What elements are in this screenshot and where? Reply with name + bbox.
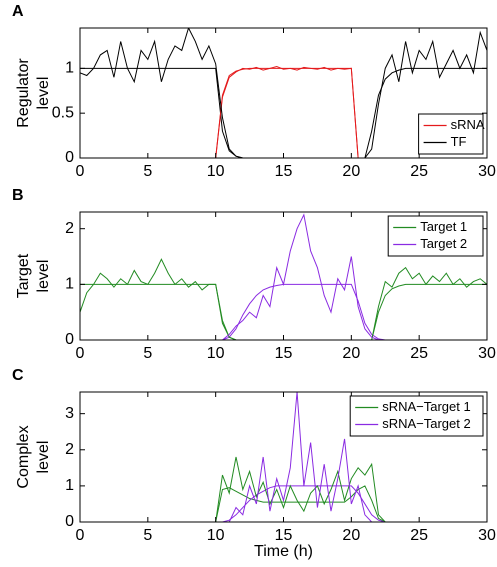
x-tick-label: 10 — [207, 163, 225, 180]
panel-label: C — [12, 367, 24, 384]
y-tick-label: 0 — [65, 149, 74, 166]
x-tick-label: 5 — [143, 527, 152, 544]
x-tick-label: 15 — [275, 345, 293, 362]
series-line — [80, 213, 487, 340]
series-line — [80, 456, 487, 522]
y-tick-label: 1 — [65, 276, 74, 293]
y-tick-label: 0 — [65, 331, 74, 348]
x-tick-label: 0 — [76, 345, 85, 362]
y-tick-label: 1 — [65, 60, 74, 77]
x-tick-label: 30 — [478, 527, 496, 544]
legend-label: sRNA−Target 2 — [382, 416, 471, 431]
x-tick-label: 30 — [478, 345, 496, 362]
y-tick-label: 0 — [65, 513, 74, 530]
x-tick-label: 20 — [342, 345, 360, 362]
panel-label: A — [12, 3, 24, 20]
x-tick-label: 30 — [478, 163, 496, 180]
x-tick-label: 15 — [275, 163, 293, 180]
x-tick-label: 15 — [275, 527, 293, 544]
y-tick-label: 1 — [65, 477, 74, 494]
x-tick-label: 20 — [342, 163, 360, 180]
x-tick-label: 25 — [410, 527, 428, 544]
x-tick-label: 10 — [207, 345, 225, 362]
series-line — [80, 28, 487, 158]
x-axis-label: Time (h) — [254, 543, 313, 560]
series-line — [80, 66, 487, 158]
legend-box — [349, 395, 484, 437]
legend-box — [387, 215, 484, 257]
panel-label: B — [12, 187, 24, 204]
y-axis-label: level — [35, 77, 52, 110]
fit-line — [80, 67, 487, 158]
fit-line — [80, 485, 487, 522]
legend-label: TF — [451, 134, 467, 149]
legend-label: Target 2 — [420, 236, 467, 251]
legend-label: sRNA — [451, 117, 485, 132]
series-line — [80, 392, 487, 522]
x-tick-label: 20 — [342, 527, 360, 544]
x-tick-label: 25 — [410, 163, 428, 180]
legend-label: Target 1 — [420, 219, 467, 234]
y-tick-label: 0.5 — [52, 104, 74, 121]
legend-box — [418, 113, 484, 155]
y-axis-label: Target — [15, 253, 32, 298]
fit-line — [80, 283, 487, 340]
y-axis-label: level — [35, 441, 52, 474]
fit-line — [80, 485, 487, 522]
y-axis-label: level — [35, 260, 52, 293]
fit-line — [80, 67, 487, 158]
y-tick-label: 3 — [65, 405, 74, 422]
y-axis-label: Complex — [15, 425, 32, 488]
x-tick-label: 0 — [76, 163, 85, 180]
x-tick-label: 5 — [143, 345, 152, 362]
legend-label: sRNA−Target 1 — [382, 399, 471, 414]
x-tick-label: 25 — [410, 345, 428, 362]
x-tick-label: 0 — [76, 527, 85, 544]
y-axis-label: Regulator — [15, 58, 32, 128]
series-line — [80, 258, 487, 340]
x-tick-label: 5 — [143, 163, 152, 180]
y-tick-label: 2 — [65, 441, 74, 458]
fit-line — [80, 283, 487, 340]
y-tick-label: 2 — [65, 220, 74, 237]
x-tick-label: 10 — [207, 527, 225, 544]
